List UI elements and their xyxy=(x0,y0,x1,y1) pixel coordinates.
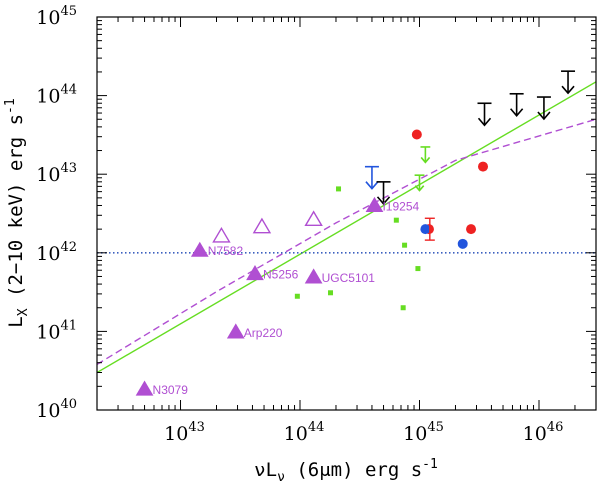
red-circle-point xyxy=(478,161,489,172)
model-lines xyxy=(97,81,596,374)
y-tick-label: 1043 xyxy=(36,161,77,186)
filled-triangle-point xyxy=(304,268,323,284)
point-label-ugc5101: UGC5101 xyxy=(322,271,376,285)
green-square-point xyxy=(393,217,399,223)
black-upper-limit-arrow xyxy=(509,92,524,118)
red-circle-point xyxy=(466,224,477,235)
data-points xyxy=(135,70,576,396)
filled-triangle-point xyxy=(246,265,264,281)
black-upper-limit-arrow xyxy=(561,70,576,95)
dashed-model-line xyxy=(97,118,596,365)
blue-circle-point xyxy=(420,224,431,235)
x-tick-label: 1043 xyxy=(164,420,205,445)
solid-model-line xyxy=(97,81,596,374)
open-triangle-point xyxy=(304,210,323,227)
black-upper-limit-arrow xyxy=(376,181,391,206)
green-square-point xyxy=(294,293,300,299)
filled-triangle-point xyxy=(135,380,154,396)
y-tick-label: 1044 xyxy=(36,83,77,108)
green-square-point xyxy=(328,290,334,296)
y-tick-label: 1041 xyxy=(36,318,77,343)
point-label-n7582: N7582 xyxy=(208,244,244,258)
point-label-i19254: I19254 xyxy=(382,199,419,213)
upper-limit-arrowhead xyxy=(420,156,431,164)
open-triangle-point xyxy=(212,226,231,243)
axis-ticks: 1043 1044 1045 1046 1040 1041 1042 1043 1044 1045 xyxy=(36,4,597,445)
open-triangle-point xyxy=(252,217,272,234)
green-square-point xyxy=(336,186,342,192)
blue-upper-limit-arrow xyxy=(364,165,379,190)
upper-limit-arrowhead xyxy=(537,111,551,121)
black-upper-limit-arrow xyxy=(477,102,492,127)
x-tick-label: 1045 xyxy=(403,420,444,445)
upper-limit-arrowhead xyxy=(365,181,379,190)
point-labels: N3079 Arp220 N7582 N5256 UGC5101 I19254 xyxy=(153,199,420,397)
black-upper-limit-arrow xyxy=(536,96,551,121)
x-tick-label: 1044 xyxy=(284,420,325,445)
green-square-point xyxy=(415,266,421,272)
upper-limit-arrowhead xyxy=(561,85,575,95)
green-square-point xyxy=(400,305,406,311)
red-error-bar xyxy=(424,217,435,241)
x-tick-label: 1046 xyxy=(523,420,564,445)
point-label-n5256: N5256 xyxy=(263,267,299,281)
y-tick-label: 1045 xyxy=(36,4,77,29)
filled-triangle-point xyxy=(365,196,384,213)
red-circle-point xyxy=(411,129,422,140)
y-tick-label: 1042 xyxy=(36,240,77,265)
green-upper-limit-arrow xyxy=(414,174,425,192)
green-square-point xyxy=(402,242,408,248)
y-axis-title: LX (2−10 keV) erg s-1 xyxy=(3,98,31,327)
y-tick-label: 1040 xyxy=(36,397,77,422)
upper-limit-arrowhead xyxy=(477,117,492,127)
x-axis-title: νLν (6μm) erg s-1 xyxy=(254,457,438,485)
plot-frame xyxy=(96,16,597,411)
point-label-n3079: N3079 xyxy=(153,383,189,397)
upper-limit-arrowhead xyxy=(414,185,425,192)
filled-triangle-point xyxy=(226,323,245,339)
point-label-arp220: Arp220 xyxy=(244,326,283,340)
upper-limit-arrowhead xyxy=(376,196,391,206)
green-upper-limit-arrow xyxy=(420,146,431,164)
upper-limit-arrowhead xyxy=(510,108,524,118)
blue-circle-point xyxy=(457,238,468,249)
filled-triangle-point xyxy=(190,241,209,257)
